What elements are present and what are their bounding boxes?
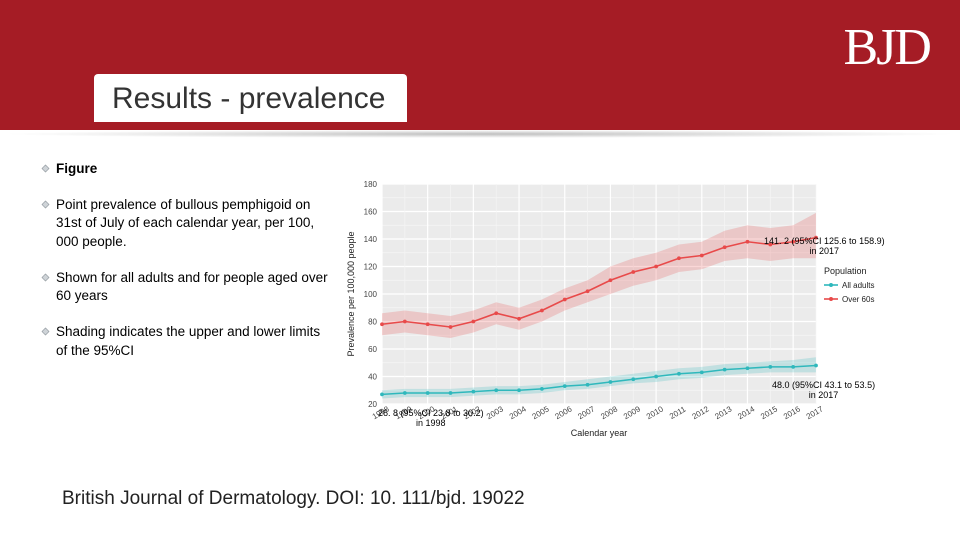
svg-text:Calendar year: Calendar year [571,428,628,438]
svg-text:2004: 2004 [508,404,528,421]
svg-text:80: 80 [368,318,377,327]
svg-text:2007: 2007 [576,404,596,421]
bullet-item: Point prevalence of bullous pemphigoid o… [40,196,330,251]
svg-text:2013: 2013 [713,404,733,421]
bullet-item: Shading indicates the upper and lower li… [40,323,330,359]
svg-text:2009: 2009 [622,404,642,421]
svg-text:180: 180 [364,180,378,189]
bjd-logo: BJD [844,18,930,77]
bullet-text: Point prevalence of bullous pemphigoid o… [56,196,330,251]
diamond-icon [40,272,50,282]
svg-text:2008: 2008 [599,404,619,421]
page-title: Results - prevalence [112,82,385,116]
bullet-list: Figure Point prevalence of bullous pemph… [40,160,330,378]
annotation-1998: 26. 8 (95%CI 23.8 to 30.2)in 1998 [378,408,484,429]
svg-text:Over 60s: Over 60s [842,295,874,304]
svg-text:100: 100 [364,290,378,299]
citation-footer: British Journal of Dermatology. DOI: 10.… [62,488,525,510]
diamond-icon [40,326,50,336]
svg-text:Prevalence per 100,000 people: Prevalence per 100,000 people [346,231,356,356]
diamond-icon [40,163,50,173]
header-banner: BJD Results - prevalence [0,0,960,130]
svg-text:60: 60 [368,345,377,354]
svg-text:2011: 2011 [668,404,688,421]
bullet-text: Shading indicates the upper and lower li… [56,323,330,359]
svg-text:160: 160 [364,208,378,217]
svg-text:2010: 2010 [645,404,665,421]
svg-text:2005: 2005 [531,404,551,421]
svg-text:2016: 2016 [782,404,802,421]
svg-text:2015: 2015 [759,404,779,421]
svg-text:2014: 2014 [736,404,756,421]
svg-text:20: 20 [368,400,377,409]
svg-text:140: 140 [364,235,378,244]
title-box: Results - prevalence [94,74,407,122]
annotation-2017-over60: 141. 2 (95%CI 125.6 to 158.9)in 2017 [764,236,885,257]
bullet-text: Shown for all adults and for people aged… [56,269,330,305]
svg-text:All adults: All adults [842,281,874,290]
svg-text:2003: 2003 [485,404,505,421]
svg-text:120: 120 [364,263,378,272]
svg-text:2012: 2012 [691,404,711,421]
bullet-text: Figure [56,160,97,178]
bullet-item: Shown for all adults and for people aged… [40,269,330,305]
svg-text:2006: 2006 [554,404,574,421]
diamond-icon [40,199,50,209]
svg-text:2017: 2017 [805,404,825,421]
bullet-item: Figure [40,160,330,178]
svg-text:Population: Population [824,266,867,276]
annotation-2017-all: 48.0 (95%CI 43.1 to 53.5)in 2017 [772,380,875,401]
svg-text:40: 40 [368,373,377,382]
